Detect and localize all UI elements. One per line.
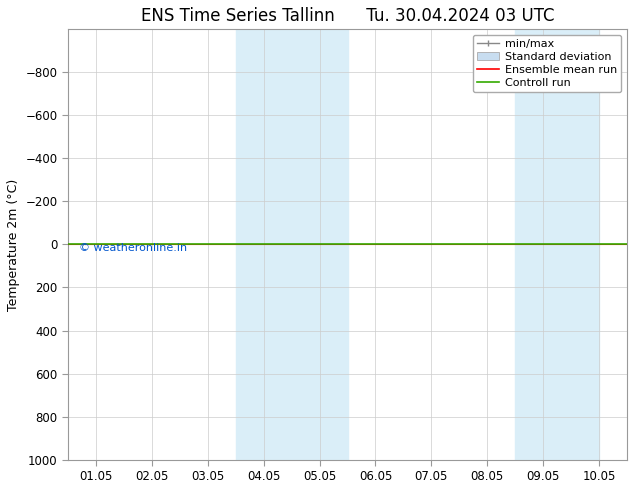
Bar (515, 29, 599, 460)
Text: © weatheronline.in: © weatheronline.in (79, 243, 187, 253)
Bar (236, 29, 347, 460)
Title: ENS Time Series Tallinn      Tu. 30.04.2024 03 UTC: ENS Time Series Tallinn Tu. 30.04.2024 0… (141, 7, 554, 25)
Legend: min/max, Standard deviation, Ensemble mean run, Controll run: min/max, Standard deviation, Ensemble me… (472, 35, 621, 92)
Y-axis label: Temperature 2m (°C): Temperature 2m (°C) (7, 178, 20, 311)
